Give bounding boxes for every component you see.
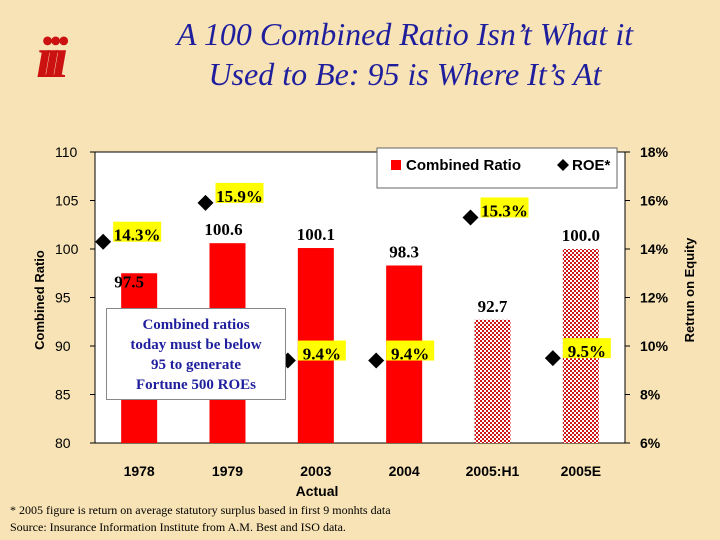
annotation-line: Fortune 500 ROEs	[136, 377, 256, 393]
x-tick-label: 1979	[212, 463, 243, 479]
bar-combined-ratio	[474, 319, 511, 443]
bar-value-label: 98.3	[389, 242, 419, 261]
x-axis-title: Actual	[296, 483, 339, 499]
slide-title: A 100 Combined Ratio Isn’t What it Used …	[105, 14, 705, 94]
annotation-box: Combined ratios today must be below 95 t…	[106, 308, 286, 400]
y-axis-title: Combined Ratio	[32, 250, 47, 350]
y2-tick-label: 6%	[640, 435, 661, 451]
roe-value-label: 15.3%	[481, 201, 528, 220]
bar-value-label: 97.5	[114, 272, 144, 291]
y-tick-label: 95	[55, 290, 71, 306]
legend-label-roe: ROE*	[572, 157, 611, 174]
y2-tick-label: 10%	[640, 338, 669, 354]
legend-box	[376, 147, 618, 189]
y2-tick-label: 18%	[640, 144, 669, 160]
x-tick-label: 2003	[300, 463, 331, 479]
legend-swatch-combined-ratio	[391, 160, 401, 170]
y-tick-label: 110	[55, 144, 78, 160]
roe-value-label: 9.5%	[568, 342, 606, 361]
y-tick-label: 105	[55, 193, 79, 209]
y-tick-label: 100	[55, 241, 79, 257]
annotation-line: Combined ratios	[142, 317, 250, 333]
annotation-line: today must be below	[130, 337, 262, 353]
y-tick-label: 80	[55, 435, 71, 451]
roe-marker	[462, 209, 479, 226]
roe-label-bg	[113, 221, 162, 242]
roe-label-bg	[562, 338, 611, 359]
x-tick-label: 1978	[124, 463, 155, 479]
bar-value-label: 100.6	[204, 220, 242, 239]
title-line-1: A 100 Combined Ratio Isn’t What it	[176, 16, 634, 52]
roe-value-label: 14.3%	[114, 226, 161, 245]
x-tick-label: 2005:H1	[466, 463, 520, 479]
bar-value-label: 100.0	[562, 226, 600, 245]
roe-label-bg	[297, 340, 346, 361]
roe-marker	[197, 194, 214, 211]
annotation-line: 95 to generate	[151, 357, 241, 373]
y2-tick-label: 16%	[640, 193, 669, 209]
y2-tick-label: 14%	[640, 241, 669, 257]
roe-value-label: 15.9%	[216, 187, 263, 206]
y-tick-label: 85	[55, 387, 71, 403]
roe-marker	[368, 352, 385, 369]
y-tick-label: 90	[55, 338, 71, 354]
bar-value-label: 100.1	[297, 225, 335, 244]
roe-value-label: 9.4%	[391, 345, 429, 364]
y2-tick-label: 12%	[640, 290, 669, 306]
legend-marker-roe	[557, 159, 569, 171]
x-tick-label: 2005E	[561, 463, 601, 479]
roe-label-bg	[386, 340, 435, 361]
footnote-roe: * 2005 figure is return on average statu…	[10, 503, 391, 517]
y2-tick-label: 8%	[640, 387, 661, 403]
legend-label-combined-ratio: Combined Ratio	[406, 157, 521, 174]
footnote-source: Source: Insurance Information Institute …	[10, 520, 346, 534]
bar-value-label: 92.7	[478, 297, 508, 316]
roe-label-bg	[215, 182, 264, 203]
roe-marker	[544, 350, 561, 367]
roe-value-label: 9.4%	[303, 345, 341, 364]
title-line-2: Used to Be: 95 is Where It’s At	[208, 56, 602, 92]
roe-marker	[95, 233, 112, 250]
x-tick-label: 2004	[389, 463, 420, 479]
roe-label-bg	[480, 197, 529, 218]
y2-axis-title: Retrun on Equity	[682, 237, 697, 342]
